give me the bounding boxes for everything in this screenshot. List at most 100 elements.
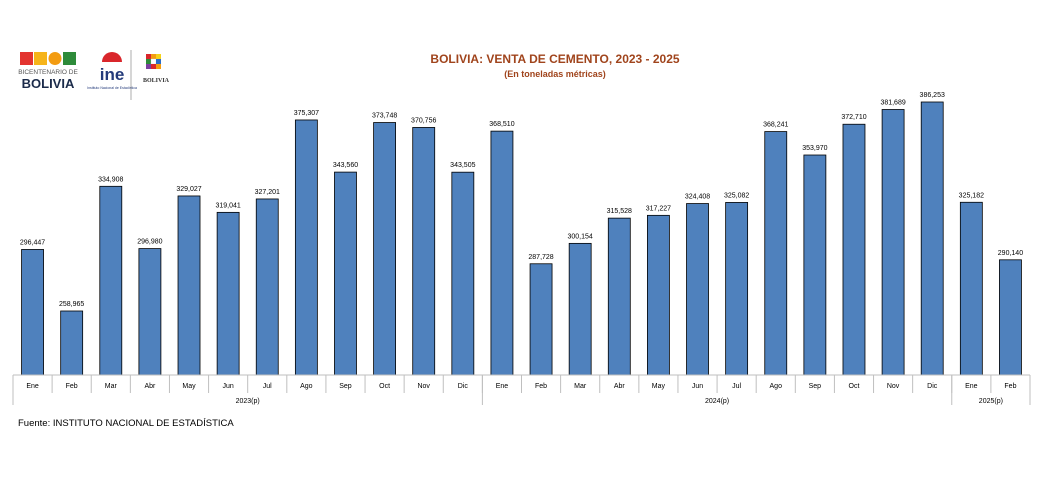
x-tick-label: Ene bbox=[496, 383, 509, 390]
data-label: 300,154 bbox=[568, 233, 593, 240]
chart-title: BOLIVIA: VENTA DE CEMENTO, 2023 - 2025 bbox=[430, 52, 680, 66]
ine-arc-icon bbox=[102, 52, 122, 62]
data-label: 334,908 bbox=[98, 176, 123, 183]
data-label: 353,970 bbox=[802, 145, 827, 152]
bar bbox=[99, 185, 123, 376]
bicentenario-logo: BICENTENARIO DE BOLIVIA bbox=[18, 52, 78, 91]
wiphala-square-icon bbox=[146, 64, 151, 69]
data-label: 375,307 bbox=[294, 110, 319, 117]
x-tick-label: Jun bbox=[222, 383, 233, 390]
data-label: 373,748 bbox=[372, 113, 397, 120]
bar bbox=[764, 131, 788, 376]
x-tick-label: Dic bbox=[458, 383, 469, 390]
bars-group bbox=[21, 101, 1022, 376]
x-tick-label: Mar bbox=[105, 383, 118, 390]
bar bbox=[686, 203, 709, 376]
data-label: 317,227 bbox=[646, 205, 671, 212]
data-label: 368,510 bbox=[489, 121, 514, 128]
bar bbox=[138, 248, 162, 376]
x-tick-label: Ene bbox=[26, 383, 39, 390]
ine-logo: ine Instituto Nacional de Estadística bbox=[87, 52, 137, 90]
bicentenario-line1: BICENTENARIO DE bbox=[18, 69, 78, 76]
estado-plurinacional-logo: BOLIVIA bbox=[143, 54, 170, 84]
bar bbox=[216, 211, 240, 376]
x-tick-label: Feb bbox=[66, 383, 78, 390]
data-label: 325,182 bbox=[959, 192, 984, 199]
bar bbox=[881, 109, 905, 376]
x-tick-label: Mar bbox=[574, 383, 587, 390]
x-tick-label: Feb bbox=[535, 383, 547, 390]
wiphala-square-icon bbox=[146, 54, 151, 59]
x-tick-label: Feb bbox=[1004, 383, 1016, 390]
x-tick-label: Ago bbox=[770, 383, 783, 390]
data-label: 386,253 bbox=[920, 92, 945, 99]
bar bbox=[999, 259, 1022, 376]
wiphala-square-icon bbox=[156, 54, 161, 59]
x-tick-label: Nov bbox=[887, 383, 900, 390]
data-label: 372,710 bbox=[841, 114, 866, 121]
data-label: 370,756 bbox=[411, 117, 436, 124]
bicentenario-mark-orange bbox=[48, 52, 62, 65]
wiphala-square-icon bbox=[151, 54, 156, 59]
data-label: 368,241 bbox=[763, 122, 788, 129]
x-tick-label: Jul bbox=[732, 383, 741, 390]
x-tick-label: May bbox=[652, 383, 666, 390]
x-tick-label: Abr bbox=[144, 383, 156, 390]
x-tick-label: Sep bbox=[339, 383, 352, 390]
group-label: 2024(p) bbox=[705, 398, 729, 405]
x-axis: Ene Feb Mar Abr May Jun Jul Ago Sep Oct Nov Dic Ene F… bbox=[12, 374, 1031, 405]
ine-text: ine bbox=[100, 65, 125, 84]
data-label: 290,140 bbox=[998, 250, 1023, 257]
data-label: 343,505 bbox=[450, 162, 475, 169]
bar bbox=[647, 214, 670, 376]
bar bbox=[412, 127, 436, 376]
bar bbox=[959, 201, 983, 376]
group-label: 2023(p) bbox=[236, 398, 260, 405]
bar bbox=[803, 154, 827, 376]
data-label: 381,689 bbox=[880, 99, 905, 106]
bar bbox=[373, 122, 397, 376]
bar bbox=[920, 101, 944, 376]
x-tick-label: Dic bbox=[927, 383, 938, 390]
wiphala-square-icon bbox=[156, 64, 161, 69]
data-labels-group: 296,447 258,965 334,908 296,980 329,027 319,0… bbox=[20, 92, 1023, 308]
ine-caption: Instituto Nacional de Estadística bbox=[87, 86, 137, 90]
data-label: 325,082 bbox=[724, 192, 749, 199]
x-tick-label: Oct bbox=[849, 383, 860, 390]
source-note: Fuente: INSTITUTO NACIONAL DE ESTADÍSTIC… bbox=[18, 418, 234, 429]
data-label: 258,965 bbox=[59, 301, 84, 308]
x-tick-label: Jul bbox=[263, 383, 272, 390]
data-label: 319,041 bbox=[215, 202, 240, 209]
bar bbox=[177, 195, 201, 376]
wiphala-square-icon bbox=[146, 59, 151, 64]
bicentenario-line2: BOLIVIA bbox=[22, 76, 75, 91]
chart-subtitle: (En toneladas métricas) bbox=[504, 69, 606, 79]
x-tick-label: Oct bbox=[379, 383, 390, 390]
data-label: 324,408 bbox=[685, 194, 710, 201]
bar bbox=[842, 123, 866, 376]
x-tick-label: Ene bbox=[965, 383, 978, 390]
group-label: 2025(p) bbox=[979, 398, 1003, 405]
bar bbox=[725, 202, 749, 376]
bicentenario-mark-red bbox=[20, 52, 33, 65]
x-tick-label: Ago bbox=[300, 383, 313, 390]
bar bbox=[451, 171, 475, 376]
x-tick-label: Nov bbox=[417, 383, 430, 390]
wiphala-square-icon bbox=[151, 64, 156, 69]
bar bbox=[607, 217, 631, 376]
x-tick-label: Sep bbox=[809, 383, 822, 390]
bar bbox=[21, 249, 44, 376]
bar bbox=[334, 171, 357, 376]
x-tick-label: May bbox=[182, 383, 196, 390]
data-label: 296,980 bbox=[137, 239, 162, 246]
data-label: 287,728 bbox=[528, 254, 553, 261]
estado-text: BOLIVIA bbox=[143, 78, 170, 84]
x-tick-label: Abr bbox=[614, 383, 626, 390]
bar bbox=[568, 242, 592, 376]
data-label: 327,201 bbox=[255, 189, 280, 196]
wiphala-square-icon bbox=[156, 59, 161, 64]
bar bbox=[60, 310, 84, 376]
bar bbox=[255, 198, 279, 376]
bar bbox=[294, 119, 318, 376]
